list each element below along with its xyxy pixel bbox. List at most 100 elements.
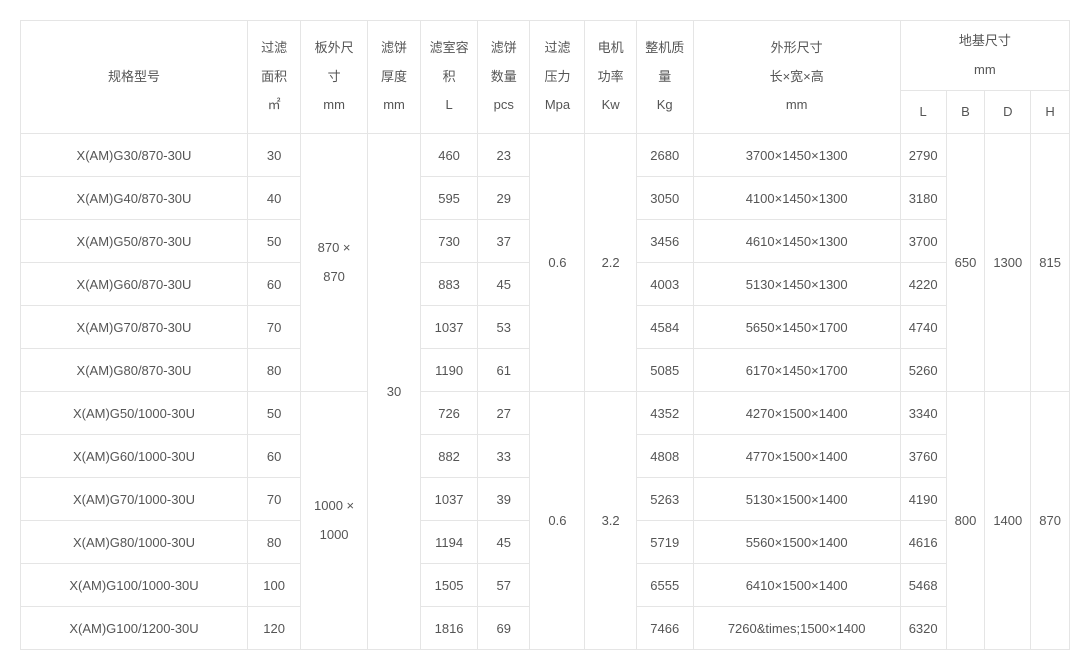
cell-dim: 5130×1450×1300 — [693, 263, 900, 306]
cell-area: 50 — [248, 392, 301, 435]
cell-dim: 5650×1450×1700 — [693, 306, 900, 349]
cell-area: 70 — [248, 306, 301, 349]
col-foundation-h: H — [1031, 91, 1070, 134]
cell-dim: 6170×1450×1700 — [693, 349, 900, 392]
table-row: X(AM)G50/1000-30U 50 1000 × 1000 726 27 … — [21, 392, 1070, 435]
header-label: 过滤压力 — [538, 34, 576, 91]
cell-pcs: 45 — [478, 263, 530, 306]
cell-kg: 6555 — [636, 564, 693, 607]
col-model: 规格型号 — [21, 21, 248, 134]
cell-model: X(AM)G70/870-30U — [21, 306, 248, 349]
cell-b1: 650 — [946, 134, 985, 392]
col-overall-size: 外形尺寸 长×宽×高 mm — [693, 21, 900, 134]
cell-vol: 1505 — [421, 564, 478, 607]
cell-vol: 1816 — [421, 607, 478, 650]
header-label: 滤饼数量 — [486, 34, 521, 91]
cell-model: X(AM)G50/870-30U — [21, 220, 248, 263]
col-filter-area: 过滤面积 ㎡ — [248, 21, 301, 134]
header-unit: mm — [376, 91, 412, 120]
cell-pcs: 57 — [478, 564, 530, 607]
cell-pcs: 33 — [478, 435, 530, 478]
header-unit: Kw — [593, 91, 627, 120]
spec-table: 规格型号 过滤面积 ㎡ 板外尺寸 mm 滤饼厚度 mm 滤室容积 L 滤饼数量 … — [20, 20, 1070, 650]
cell-l: 3180 — [900, 177, 946, 220]
cell-dim: 4270×1500×1400 — [693, 392, 900, 435]
header-unit: Mpa — [538, 91, 576, 120]
cell-pcs: 29 — [478, 177, 530, 220]
cell-model: X(AM)G100/1000-30U — [21, 564, 248, 607]
header-unit: ㎡ — [256, 91, 292, 120]
cell-model: X(AM)G40/870-30U — [21, 177, 248, 220]
cell-h2: 870 — [1031, 392, 1070, 650]
cell-kg: 5719 — [636, 521, 693, 564]
cell-vol: 1037 — [421, 478, 478, 521]
header-label: 过滤面积 — [256, 34, 292, 91]
col-motor-power: 电机功率 Kw — [585, 21, 636, 134]
cell-dim: 4100×1450×1300 — [693, 177, 900, 220]
cell-vol: 595 — [421, 177, 478, 220]
cell-d2: 1400 — [985, 392, 1031, 650]
cell-plate-1000: 1000 × 1000 — [301, 392, 368, 650]
cell-l: 4740 — [900, 306, 946, 349]
cell-area: 100 — [248, 564, 301, 607]
col-foundation-l: L — [900, 91, 946, 134]
cell-area: 30 — [248, 134, 301, 177]
cell-pcs: 45 — [478, 521, 530, 564]
header-label: 滤饼厚度 — [376, 34, 412, 91]
header-sub: mm — [909, 56, 1061, 85]
col-weight: 整机质量 Kg — [636, 21, 693, 134]
col-chamber-volume: 滤室容积 L — [421, 21, 478, 134]
cell-l: 4190 — [900, 478, 946, 521]
col-filter-pressure: 过滤压力 Mpa — [530, 21, 585, 134]
cell-model: X(AM)G80/1000-30U — [21, 521, 248, 564]
cell-dim: 6410×1500×1400 — [693, 564, 900, 607]
cell-model: X(AM)G80/870-30U — [21, 349, 248, 392]
cell-model: X(AM)G50/1000-30U — [21, 392, 248, 435]
cell-model: X(AM)G70/1000-30U — [21, 478, 248, 521]
cell-l: 2790 — [900, 134, 946, 177]
cell-l: 5260 — [900, 349, 946, 392]
cell-vol: 1037 — [421, 306, 478, 349]
cell-model: X(AM)G30/870-30U — [21, 134, 248, 177]
cell-dim: 5130×1500×1400 — [693, 478, 900, 521]
header-unit: mm — [309, 91, 359, 120]
cell-area: 80 — [248, 521, 301, 564]
cell-pressure-a: 0.6 — [530, 134, 585, 392]
cell-l: 6320 — [900, 607, 946, 650]
header-label: 板外尺寸 — [309, 34, 359, 91]
table-body: X(AM)G30/870-30U 30 870 × 870 30 460 23 … — [21, 134, 1070, 650]
header-unit: L — [429, 91, 469, 120]
cell-pcs: 39 — [478, 478, 530, 521]
cell-area: 70 — [248, 478, 301, 521]
cell-area: 60 — [248, 263, 301, 306]
cell-pcs: 23 — [478, 134, 530, 177]
cell-vol: 460 — [421, 134, 478, 177]
cell-pcs: 53 — [478, 306, 530, 349]
cell-kg: 7466 — [636, 607, 693, 650]
cell-dim: 4610×1450×1300 — [693, 220, 900, 263]
cell-model: X(AM)G100/1200-30U — [21, 607, 248, 650]
col-cake-thickness: 滤饼厚度 mm — [367, 21, 420, 134]
cell-kg: 3456 — [636, 220, 693, 263]
cell-kg: 4003 — [636, 263, 693, 306]
cell-pcs: 61 — [478, 349, 530, 392]
header-sub: 长×宽×高 — [702, 63, 892, 92]
cell-model: X(AM)G60/870-30U — [21, 263, 248, 306]
col-foundation-d: D — [985, 91, 1031, 134]
cell-b2: 800 — [946, 392, 985, 650]
cell-vol: 882 — [421, 435, 478, 478]
cell-l: 3760 — [900, 435, 946, 478]
cell-area: 40 — [248, 177, 301, 220]
cell-l: 3340 — [900, 392, 946, 435]
cell-area: 120 — [248, 607, 301, 650]
cell-kg: 5085 — [636, 349, 693, 392]
cell-kg: 4352 — [636, 392, 693, 435]
header-unit: mm — [702, 91, 892, 120]
cell-pressure-b: 0.6 — [530, 392, 585, 650]
cell-l: 3700 — [900, 220, 946, 263]
header-label: 滤室容积 — [429, 34, 469, 91]
cell-kg: 2680 — [636, 134, 693, 177]
cell-vol: 883 — [421, 263, 478, 306]
header-label: 地基尺寸 — [909, 27, 1061, 56]
cell-h1: 815 — [1031, 134, 1070, 392]
